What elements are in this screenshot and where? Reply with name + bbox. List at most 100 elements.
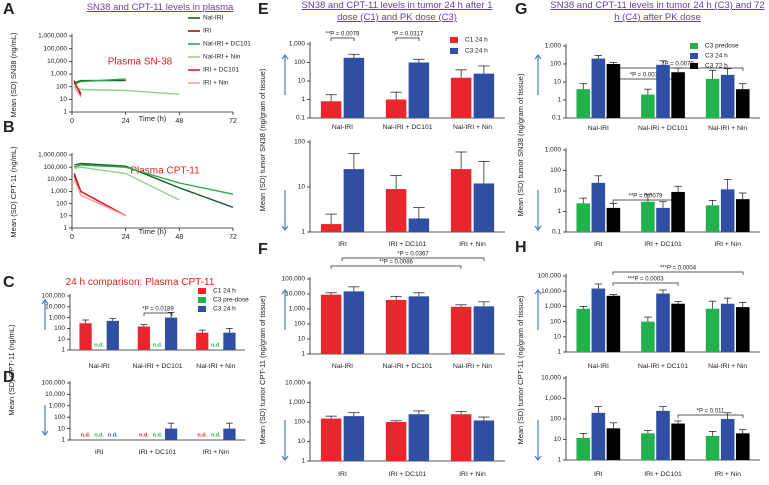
x-tick-label: IRI: [95, 449, 104, 456]
y-tick-label: 1: [301, 458, 305, 465]
y-tick-label: 10: [58, 425, 66, 432]
bracket: [143, 312, 173, 316]
legend-label: C3 24 h: [465, 48, 488, 55]
y-tick-label: 10: [298, 184, 306, 191]
error-bar: [644, 193, 652, 202]
bar: [656, 207, 670, 232]
error-bar: [390, 295, 402, 300]
y-tick-label: 1: [557, 349, 561, 356]
x-tick-label: IRI + Nin: [714, 241, 741, 248]
bar: [408, 218, 430, 232]
y-tick-label: 100,000: [42, 380, 66, 387]
panel-title-box: SN38 and CPT-11 levels in plasma: [87, 2, 234, 13]
bracket: [395, 37, 420, 41]
error-bar: [708, 199, 717, 206]
x-tick-label: IRI: [594, 241, 603, 248]
x-axis-label: Time (h): [139, 227, 167, 236]
error-bar: [674, 67, 682, 73]
bar: [705, 435, 720, 460]
error-bar: [659, 406, 667, 411]
panel-label: D: [3, 369, 15, 386]
bar: [591, 58, 606, 118]
arrow-head: [281, 289, 289, 295]
annotation: *P = 0.0367: [397, 252, 429, 258]
error-bar: [455, 411, 467, 415]
x-tick-label: 0: [70, 234, 74, 241]
series-line: [73, 173, 127, 217]
x-tick-label: IRI: [338, 241, 347, 248]
y-tick-label: 10: [60, 96, 68, 103]
y-tick-label: 100: [550, 318, 561, 325]
error-bar: [82, 319, 89, 324]
bar: [343, 416, 365, 461]
bar: [576, 203, 591, 232]
error-bar: [708, 300, 717, 309]
arrow-head: [534, 54, 542, 60]
series-line: [74, 162, 234, 208]
y-tick-label: 1,000: [51, 188, 68, 195]
legend-label: C3 24 h: [705, 53, 728, 60]
annotation: Plasma CPT-11: [130, 166, 200, 177]
y-axis-label: Mean (SD) tumor SN38 (ng/gram of tissue): [516, 73, 525, 216]
bar: [385, 99, 407, 118]
bar: [606, 64, 621, 118]
y-tick-label: 1,000: [51, 71, 68, 78]
y-tick-label: 100: [550, 61, 561, 68]
series-line: [73, 86, 82, 98]
y-tick-label: 10: [554, 436, 562, 443]
bar: [223, 332, 236, 350]
annotation: **P = 0.0079: [326, 32, 360, 38]
series-line: [73, 175, 127, 217]
bar: [473, 420, 495, 461]
x-tick-label: IRI + DC101: [644, 241, 682, 248]
bar: [408, 414, 430, 461]
series-line: [74, 166, 180, 201]
x-tick-label: IRI + DC101: [389, 471, 427, 478]
annotation: ***P = 0.0003: [627, 277, 664, 283]
bar: [320, 294, 342, 354]
error-bar: [140, 324, 148, 327]
legend-swatch: [690, 53, 698, 59]
x-tick-label: 48: [175, 118, 183, 125]
bar: [641, 433, 655, 460]
y-tick-label: 100: [294, 139, 305, 146]
bar: [576, 89, 591, 118]
x-tick-label: IRI: [594, 471, 603, 478]
y-tick-label: 10,000: [47, 58, 67, 65]
y-tick-label: 10: [58, 336, 66, 343]
y-tick-label: 10: [298, 336, 306, 343]
value-label: n.d.: [139, 432, 149, 438]
bar: [450, 77, 472, 118]
arrow-head: [534, 225, 542, 231]
bar: [591, 412, 606, 460]
legend-label: C3 24 h: [213, 306, 236, 313]
legend-label: C3 predose: [705, 43, 739, 50]
legend-swatch: [690, 43, 698, 49]
x-tick-label: Nal-IRI + Nin: [453, 363, 492, 370]
bracket: [612, 271, 744, 275]
value-label: n.d.: [94, 432, 104, 438]
error-bar: [198, 329, 206, 333]
error-bar: [659, 60, 667, 65]
bar: [408, 296, 430, 354]
y-tick-label: 0.1: [552, 115, 561, 122]
panel-title-box: SN38 and CPT-11 levels in tumor 24 h (C3…: [550, 0, 765, 23]
value-label: n.d.: [108, 432, 118, 438]
panel-title: SN38 and CPT-11 levels in tumor 24 h (C3…: [550, 0, 765, 23]
x-tick-label: Nal-IRI + Nin: [196, 363, 235, 370]
annotation: Plasma SN-38: [108, 57, 173, 68]
legend-label: IRI + Nin: [203, 80, 229, 87]
bar: [79, 323, 92, 350]
x-tick-label: IRI + DC101: [644, 471, 682, 478]
y-tick-label: 100,000: [44, 164, 68, 171]
error-bar: [413, 292, 425, 297]
bar: [656, 410, 670, 460]
annotation: *P = 0.0189: [142, 307, 174, 313]
x-tick-label: IRI + DC101: [139, 449, 177, 456]
bar: [473, 306, 495, 354]
error-bar: [723, 412, 732, 419]
x-tick-label: 48: [175, 234, 183, 241]
x-tick-label: Nal-IRI + DC101: [638, 363, 688, 370]
x-tick-label: Nal-IRI: [588, 125, 609, 132]
legend-swatch: [198, 288, 206, 294]
